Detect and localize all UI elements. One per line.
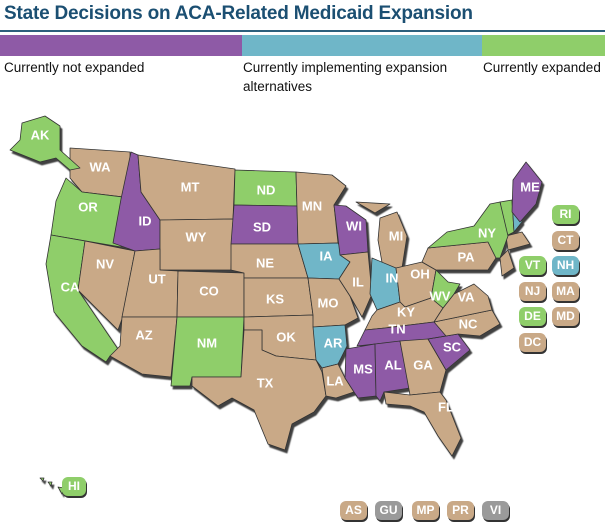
small-state-button-md[interactable]: MD: [552, 307, 579, 326]
legend-swatch-not-expanded: [0, 35, 242, 56]
state-label-id: ID: [139, 213, 152, 228]
massachusetts-shape[interactable]: [505, 231, 531, 251]
state-label-mi: MI: [389, 228, 403, 243]
state-label-pa: PA: [457, 249, 475, 264]
small-state-button-ct[interactable]: CT: [552, 231, 579, 250]
state-label-oh: OH: [410, 266, 430, 281]
state-label-tn: TN: [388, 321, 405, 336]
small-state-button-vt[interactable]: VT: [519, 256, 546, 275]
state-label-va: VA: [457, 289, 475, 304]
state-label-az: AZ: [135, 327, 152, 342]
state-label-la: LA: [326, 373, 344, 388]
territory-button-vi[interactable]: VI: [482, 501, 509, 520]
legend-label-implementing: Currently implementing expansion alterna…: [243, 60, 448, 94]
title-rule: [0, 30, 605, 32]
state-label-ia: IA: [320, 248, 334, 263]
state-hi[interactable]: [39, 477, 65, 495]
state-label-mn: MN: [302, 198, 322, 213]
state-or[interactable]: [50, 177, 132, 248]
legend-swatch-expanded: [482, 35, 605, 56]
state-label-ut: UT: [148, 271, 165, 286]
state-label-ne: NE: [256, 255, 274, 270]
state-me[interactable]: [511, 161, 543, 223]
state-label-ny: NY: [478, 225, 496, 240]
state-ga[interactable]: [399, 338, 447, 396]
state-label-ky: KY: [397, 304, 415, 319]
state-label-wi: WI: [346, 218, 362, 233]
territory-button-mp[interactable]: MP: [412, 501, 439, 520]
state-az[interactable]: [109, 316, 178, 378]
state-label-sd: SD: [253, 219, 271, 234]
small-state-button-ri[interactable]: RI: [552, 205, 579, 224]
state-label-ks: KS: [266, 291, 284, 306]
state-fl[interactable]: [383, 391, 462, 457]
state-label-nc: NC: [459, 316, 478, 331]
state-label-sc: SC: [443, 339, 462, 354]
state-tx[interactable]: [191, 329, 327, 451]
legend-label-expanded: Currently expanded: [483, 60, 601, 75]
territory-button-gu[interactable]: GU: [375, 501, 402, 520]
state-label-wa: WA: [90, 159, 112, 174]
state-label-wy: WY: [186, 229, 207, 244]
state-label-or: OR: [78, 199, 98, 214]
small-state-button-ma[interactable]: MA: [552, 282, 579, 301]
state-wi[interactable]: [333, 204, 369, 256]
state-label-nv: NV: [96, 256, 114, 271]
legend-bar: [0, 35, 605, 56]
state-wy[interactable]: [159, 218, 234, 271]
state-nc[interactable]: [427, 309, 501, 340]
new-jersey-shape[interactable]: [499, 249, 515, 277]
state-label-tx: TX: [257, 375, 274, 390]
small-state-button-nh[interactable]: NH: [552, 256, 579, 275]
small-state-button-de[interactable]: DE: [519, 307, 546, 326]
state-label-nd: ND: [257, 182, 276, 197]
state-label-me: ME: [520, 179, 540, 194]
state-label-ak: AK: [31, 127, 50, 142]
state-nv[interactable]: [77, 240, 136, 331]
small-state-button-nj[interactable]: NJ: [519, 282, 546, 301]
state-label-il: IL: [352, 274, 364, 289]
state-label-ok: OK: [276, 329, 296, 344]
territory-button-as[interactable]: AS: [340, 501, 367, 520]
state-label-ca: CA: [61, 279, 80, 294]
state-ny[interactable]: [427, 201, 509, 259]
state-label-wv: WV: [430, 288, 451, 303]
page-title: State Decisions on ACA-Related Medicaid …: [4, 3, 473, 24]
state-label-mt: MT: [181, 179, 200, 194]
state-label-ms: MS: [353, 361, 373, 376]
state-label-in: IN: [386, 270, 399, 285]
state-label-hi[interactable]: HI: [62, 477, 86, 496]
legend-label-not-expanded: Currently not expanded: [4, 60, 145, 75]
state-il[interactable]: [338, 251, 373, 318]
state-label-fl: FL: [438, 399, 454, 414]
state-nm[interactable]: [170, 316, 245, 387]
territory-button-pr[interactable]: PR: [447, 501, 474, 520]
state-label-nm: NM: [197, 335, 217, 350]
state-ak[interactable]: [9, 115, 81, 171]
state-label-mo: MO: [318, 295, 339, 310]
legend-swatch-implementing: [242, 35, 482, 56]
state-label-ar: AR: [324, 335, 343, 350]
state-label-ga: GA: [413, 357, 433, 372]
state-label-al: AL: [384, 357, 401, 372]
small-state-button-dc[interactable]: DC: [519, 333, 546, 352]
state-label-co: CO: [199, 283, 219, 298]
